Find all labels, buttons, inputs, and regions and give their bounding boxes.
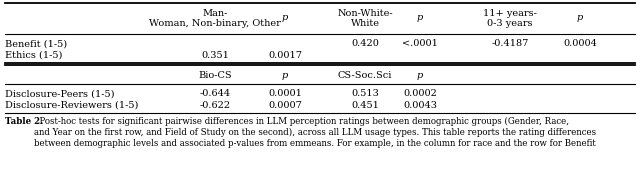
Text: p: p: [282, 71, 288, 79]
Text: CS-Soc.Sci: CS-Soc.Sci: [338, 71, 392, 79]
Text: Non-White-: Non-White-: [337, 9, 393, 18]
Text: 0.0017: 0.0017: [268, 50, 302, 60]
Text: Post-hoc tests for significant pairwise differences in LLM perception ratings be: Post-hoc tests for significant pairwise …: [34, 117, 596, 148]
Text: -0.622: -0.622: [200, 100, 230, 110]
Text: p: p: [282, 14, 288, 22]
Text: -0.4187: -0.4187: [492, 39, 529, 49]
Text: -0.644: -0.644: [200, 89, 230, 98]
Text: 0.0004: 0.0004: [563, 39, 597, 49]
Text: Disclosure-Reviewers (1-5): Disclosure-Reviewers (1-5): [5, 100, 138, 110]
Text: p: p: [577, 14, 583, 22]
Text: White: White: [351, 18, 380, 28]
Text: p: p: [417, 14, 423, 22]
Text: <.0001: <.0001: [402, 39, 438, 49]
Text: 0.420: 0.420: [351, 39, 379, 49]
Text: 0.0001: 0.0001: [268, 89, 302, 98]
Text: Benefit (1-5): Benefit (1-5): [5, 39, 67, 49]
Text: Man-: Man-: [202, 9, 228, 18]
Text: 0.0007: 0.0007: [268, 100, 302, 110]
Text: Table 2.: Table 2.: [5, 117, 44, 126]
Text: 0-3 years: 0-3 years: [487, 18, 532, 28]
Text: 0.451: 0.451: [351, 100, 379, 110]
Text: Ethics (1-5): Ethics (1-5): [5, 50, 62, 60]
Text: Woman, Non-binary, Other: Woman, Non-binary, Other: [149, 18, 281, 28]
Text: 0.351: 0.351: [201, 50, 229, 60]
Text: 11+ years-: 11+ years-: [483, 9, 537, 18]
Text: 0.0002: 0.0002: [403, 89, 437, 98]
Text: Disclosure-Peers (1-5): Disclosure-Peers (1-5): [5, 89, 115, 98]
Text: Bio-CS: Bio-CS: [198, 71, 232, 79]
Text: p: p: [417, 71, 423, 79]
Text: 0.0043: 0.0043: [403, 100, 437, 110]
Text: 0.513: 0.513: [351, 89, 379, 98]
